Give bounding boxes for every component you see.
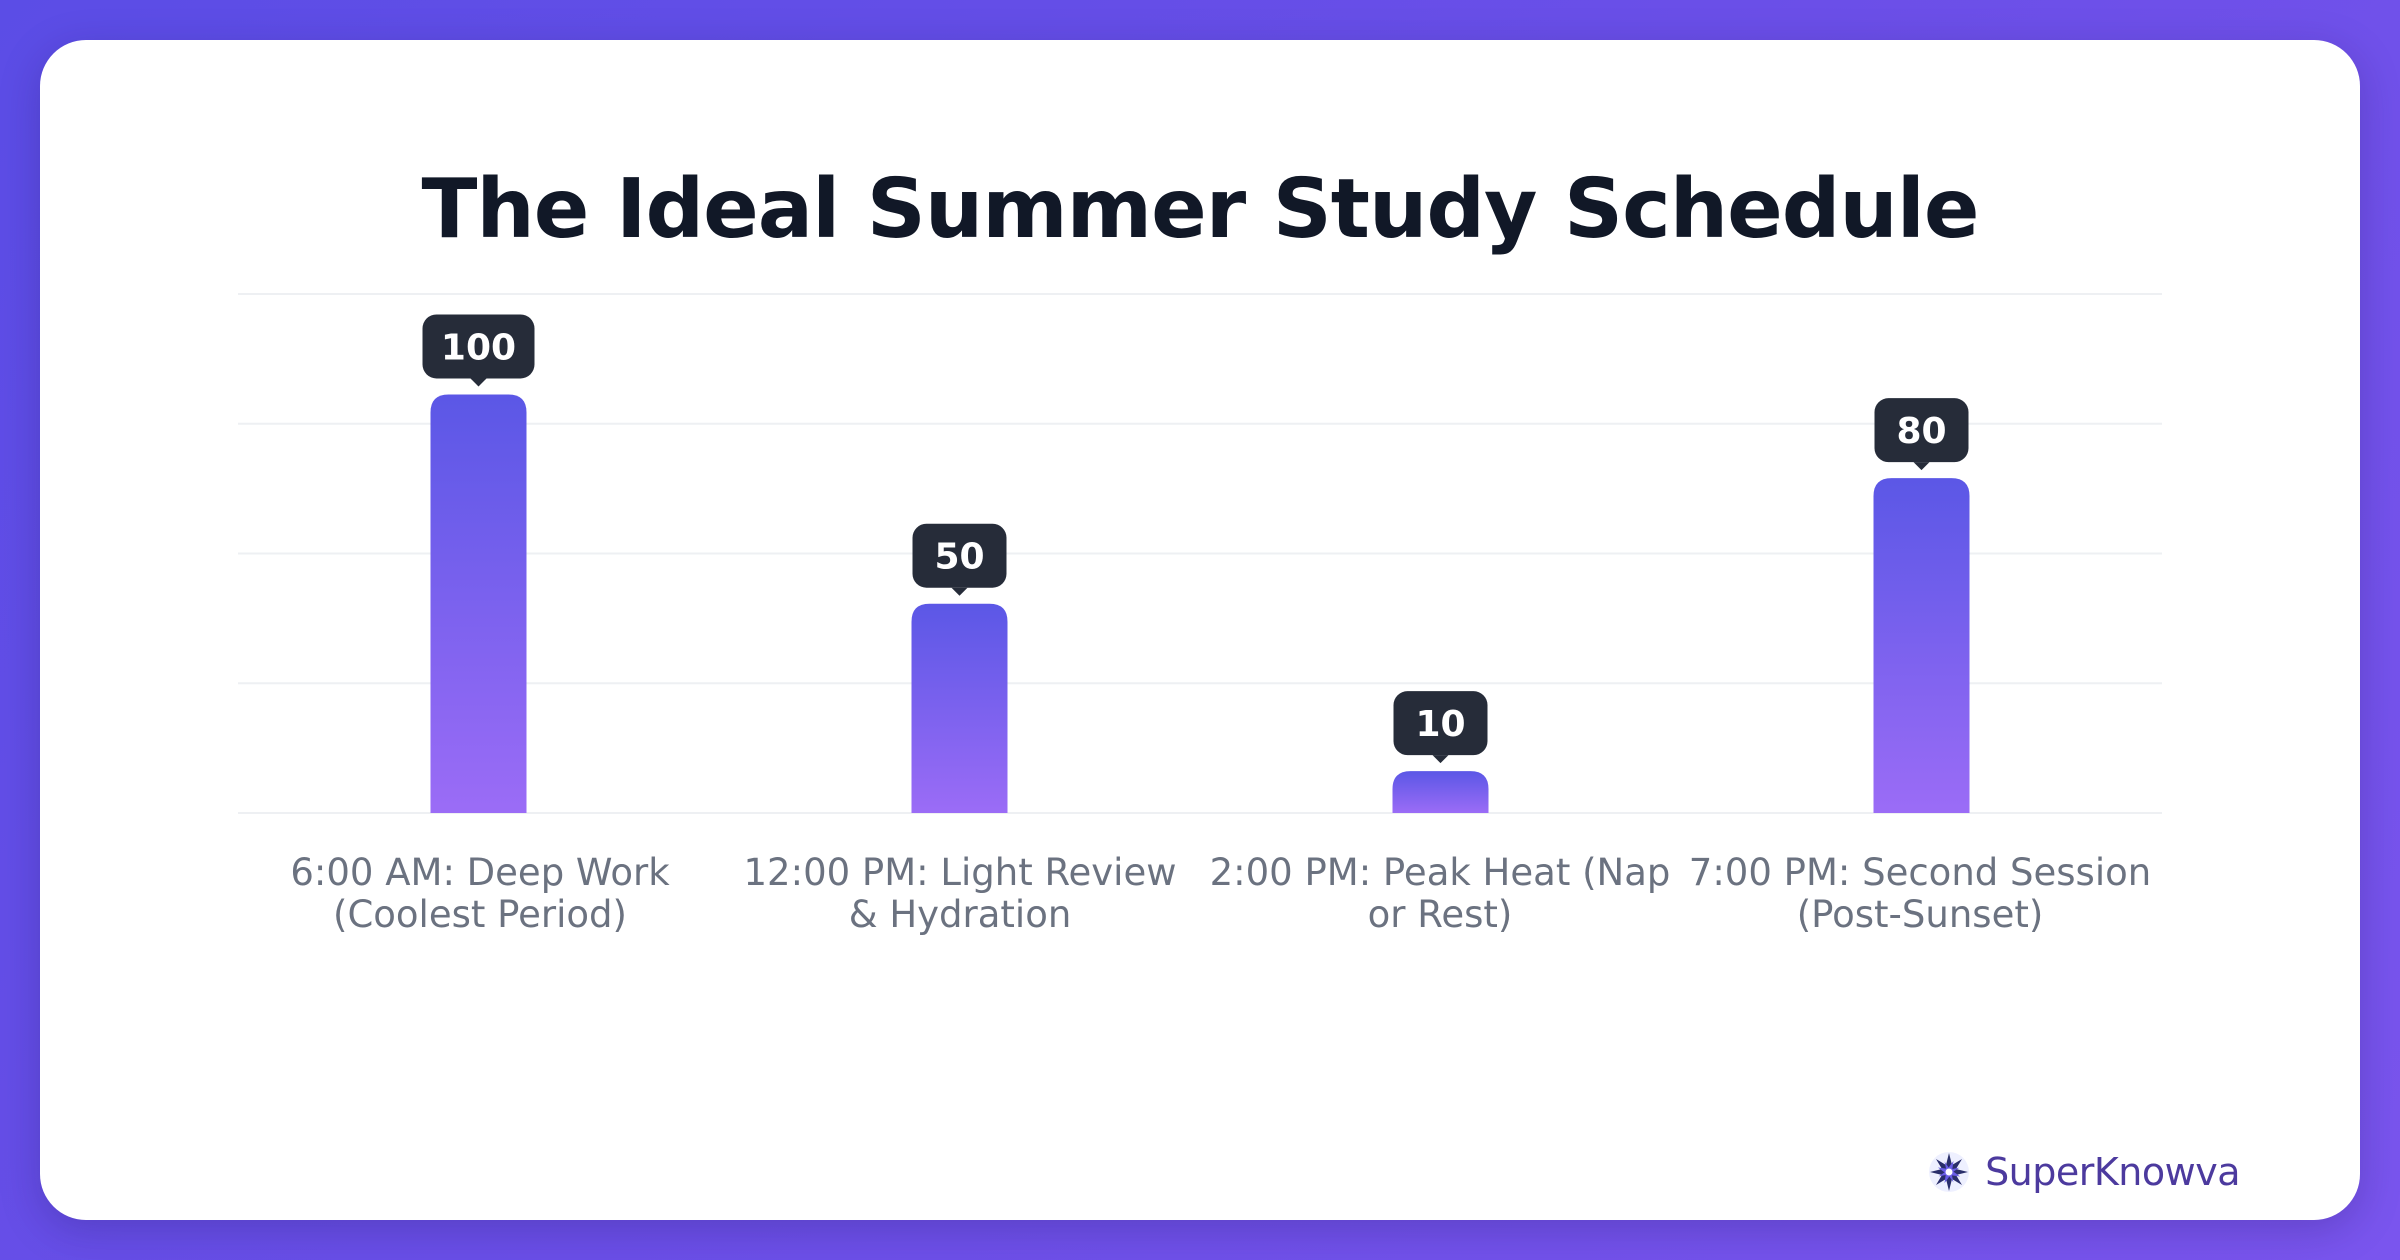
data-label-3: 10 [1393,691,1488,764]
data-label-text: 100 [441,327,516,368]
bars [430,394,1970,813]
bar-4 [1873,478,1970,813]
data-label-text: 80 [1896,411,1946,452]
bar-1 [430,394,527,813]
bar-3 [1392,771,1489,813]
data-label-text: 10 [1415,704,1465,745]
data-label-2: 50 [912,523,1007,596]
brand-mark: SuperKnowva [1927,1150,2240,1194]
x-tick-label-2: 12:00 PM: Light Review & Hydration [743,851,1177,936]
data-label-4: 80 [1874,398,1969,471]
brand-name: SuperKnowva [1985,1150,2240,1194]
chart-card [40,40,2360,1220]
x-tick-label-1: 6:00 AM: Deep Work (Coolest Period) [290,851,670,936]
data-label-1: 100 [422,314,535,387]
starburst-logo-icon [1929,1152,1970,1192]
data-label-text: 50 [934,537,984,578]
x-tick-label-4: 7:00 PM: Second Session (Post-Sunset) [1688,851,2152,936]
bar-2 [911,603,1008,813]
gridlines [238,293,2162,814]
x-tick-label-3: 2:00 PM: Peak Heat (Nap or Rest) [1209,851,1671,936]
chart-title: The Ideal Summer Study Schedule [421,162,1980,257]
data-labels: 100 50 10 80 [422,314,1969,764]
